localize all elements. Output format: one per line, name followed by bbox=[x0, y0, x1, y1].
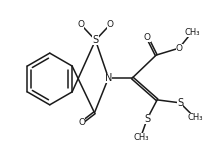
Text: CH₃: CH₃ bbox=[133, 133, 149, 142]
Text: O: O bbox=[77, 20, 84, 29]
Text: CH₃: CH₃ bbox=[184, 28, 200, 37]
Text: O: O bbox=[176, 44, 183, 53]
Text: S: S bbox=[144, 114, 150, 124]
Text: O: O bbox=[78, 118, 85, 127]
Text: O: O bbox=[144, 33, 151, 42]
Text: S: S bbox=[177, 98, 183, 108]
Text: N: N bbox=[105, 73, 112, 83]
Text: S: S bbox=[92, 35, 99, 45]
Text: O: O bbox=[107, 20, 114, 29]
Text: CH₃: CH₃ bbox=[187, 113, 203, 122]
